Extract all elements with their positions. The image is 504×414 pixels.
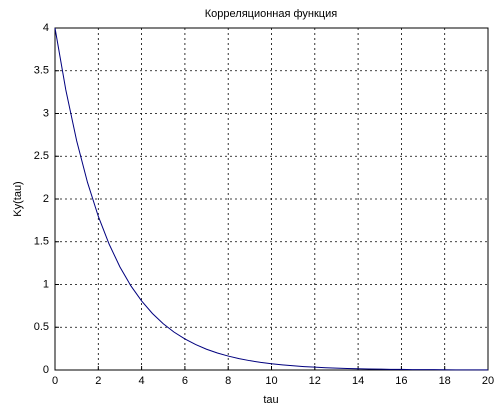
x-axis-label: tau [263,394,278,406]
axes-frame [54,27,489,371]
y-tick-label: 0 [43,364,49,376]
x-tick-label: 20 [482,375,494,387]
y-tick-label: 2.5 [34,150,49,162]
x-tick-label: 6 [182,375,188,387]
x-tick-label: 4 [139,375,145,387]
x-tick-label: 8 [225,375,231,387]
x-tick-label: 10 [265,375,277,387]
x-tick-label: 0 [52,375,58,387]
x-tick-label: 14 [352,375,364,387]
x-tick-label: 12 [309,375,321,387]
x-tick-label: 2 [95,375,101,387]
y-tick-label: 3.5 [34,65,49,77]
x-tick-label: 18 [439,375,451,387]
y-tick-label: 4 [43,22,49,34]
data-line [54,27,489,371]
y-tick-label: 2 [43,193,49,205]
y-tick-label: 1.5 [34,236,49,248]
y-tick-label: 1 [43,278,49,290]
x-tick-label: 16 [395,375,407,387]
chart-title: Корреляционная функция [205,8,337,20]
y-axis-label: Ky(tau) [12,181,24,216]
y-tick-label: 3 [43,107,49,119]
y-tick-label: 0.5 [34,321,49,333]
